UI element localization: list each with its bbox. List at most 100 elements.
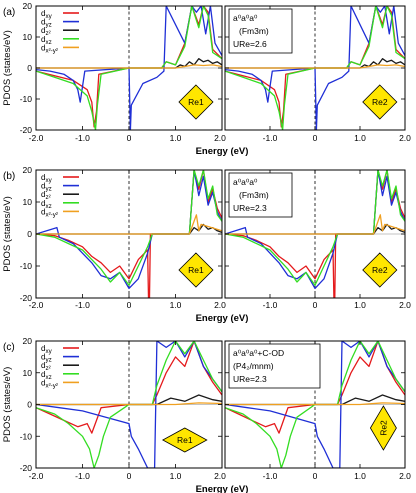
site-label: Re1 [188, 97, 204, 107]
legend-label: dxz​ [41, 35, 52, 46]
series-line-4 [36, 402, 222, 406]
panel-row-c: (c) PDOS (states/eV) Energy (eV) 20 10 0 -10 -2… [2, 336, 411, 493]
panel-letter: (b) [3, 171, 15, 182]
panel-row-a: (a)PDOS (states/eV)Energy (eV)20100-10-2… [2, 1, 411, 157]
series-line-2 [36, 223, 222, 235]
right-pdos-plot: -1.0 0 1.0 2.0 Re2 a⁰a⁰a⁰ (Fm3m) URe=2.3 [224, 169, 411, 310]
x-tick-label: -2.0 [29, 300, 44, 310]
series-line-4 [36, 214, 222, 235]
x-tick-label: 0 [127, 300, 132, 310]
y-tick-label: 20 [23, 336, 33, 346]
y-tick-label: 10 [23, 197, 33, 207]
y-tick-label: -10 [20, 431, 33, 441]
x-tick-label: -1.0 [75, 471, 90, 481]
x-tick-label: 1.0 [354, 133, 366, 143]
left-pdos-plot: -2.0 -1.0 0 1.0 2.0 Re1 dxy​dyz​dz²​dxz​dx²-y²… [29, 169, 226, 310]
site-label: Re2 [378, 420, 388, 436]
legend-label: dxz​ [41, 199, 52, 210]
legend-label: dxy​ [41, 344, 53, 355]
y-axis-label: PDOS (states/eV) [2, 367, 13, 443]
series-line-1 [36, 341, 222, 468]
legend-label: dx²-y²​ [41, 378, 58, 389]
site-diamond [161, 427, 208, 453]
y-axis-label: PDOS (states/eV) [2, 30, 13, 106]
info-line: URe=2.3 [233, 203, 267, 213]
panel-letter: (c) [3, 342, 15, 353]
info-line: a⁰a⁰a⁰ [233, 177, 258, 187]
legend-label: dyz​ [41, 353, 52, 364]
series-line-4 [225, 64, 405, 69]
info-line: a⁰a⁰a⁰ [233, 13, 258, 23]
x-tick-label: 0 [127, 133, 132, 143]
series-group [225, 170, 405, 298]
series-group [225, 341, 405, 468]
legend-label: dxy​ [41, 9, 53, 20]
info-box [228, 8, 293, 54]
left-pdos-plot: -2.0 -1.0 0 1.0 2.0 Re1 dxy​dyz​dz²​dxz​dx²-y²… [29, 340, 226, 481]
x-tick-label: 2.0 [399, 471, 411, 481]
x-tick-label: 1.0 [170, 300, 182, 310]
legend-label: dx²-y²​ [41, 43, 58, 54]
y-tick-label: 10 [23, 368, 33, 378]
series-line-4 [36, 64, 222, 69]
info-line: URe=2.6 [233, 39, 267, 49]
series-line-2 [36, 58, 222, 69]
x-tick-label: 1.0 [354, 300, 366, 310]
x-axis-label: Energy (eV) [196, 484, 249, 493]
y-axis-label: PDOS (states/eV) [2, 196, 13, 272]
site-label: Re1 [188, 265, 204, 275]
x-tick-label: -1.0 [75, 300, 90, 310]
x-axis-label: Energy (eV) [196, 146, 249, 157]
right-pdos-plot: -1.0 0 1.0 2.0 Re2 a⁰a⁰a⁰+C-OD (P4₂/mnm) URe=2.… [224, 340, 411, 481]
site-diamond [178, 84, 214, 120]
legend-label: dz²​ [41, 190, 51, 201]
x-tick-label: -1.0 [263, 300, 278, 310]
x-tick-label: 1.0 [354, 471, 366, 481]
series-group [36, 6, 222, 130]
info-line: URe=2.3 [233, 374, 267, 384]
y-tick-label: 0 [27, 63, 32, 73]
y-tick-label: 0 [27, 400, 32, 410]
site-label: Re1 [177, 435, 193, 445]
series-line-3 [225, 170, 405, 286]
series-line-4 [225, 402, 405, 406]
site-label: Re2 [372, 265, 388, 275]
series-line-3 [36, 170, 222, 286]
info-line: a⁰a⁰a⁰+C-OD [233, 348, 284, 358]
x-tick-label: 2.0 [214, 133, 226, 143]
x-tick-label: 1.0 [170, 133, 182, 143]
legend-label: dz²​ [41, 26, 51, 37]
series-line-2 [225, 223, 405, 235]
x-tick-label: -1.0 [263, 133, 278, 143]
y-tick-label: 20 [23, 1, 33, 11]
legend-label: dyz​ [41, 182, 52, 193]
y-tick-label: -20 [20, 463, 33, 473]
legend-label: dyz​ [41, 18, 52, 29]
info-line: (Fm3m) [239, 26, 269, 36]
series-group [225, 6, 405, 130]
y-tick-label: -20 [20, 125, 33, 135]
x-tick-label: 0 [127, 471, 132, 481]
series-group [36, 341, 222, 468]
info-line: (Fm3m) [239, 190, 269, 200]
x-tick-label: 2.0 [214, 300, 226, 310]
site-diamond [362, 252, 398, 288]
info-box [228, 172, 293, 218]
legend-label: dxz​ [41, 370, 52, 381]
x-axis-label: Energy (eV) [196, 313, 249, 324]
site-label: Re2 [372, 97, 388, 107]
x-tick-label: 2.0 [214, 471, 226, 481]
legend-label: dxy​ [41, 173, 53, 184]
y-tick-label: -10 [20, 261, 33, 271]
left-pdos-plot: -2.0 -1.0 0 1.0 2.0 Re1 dxy​dyz​dz²​dxz​dx²-y²… [29, 5, 226, 143]
info-box [228, 343, 321, 389]
series-line-2 [225, 58, 405, 69]
series-line-4 [225, 214, 405, 235]
y-tick-label: 0 [27, 229, 32, 239]
legend-label: dz²​ [41, 361, 51, 372]
y-tick-label: -20 [20, 293, 33, 303]
x-tick-label: -1.0 [263, 471, 278, 481]
x-tick-label: -1.0 [75, 133, 90, 143]
y-tick-label: 20 [23, 165, 33, 175]
